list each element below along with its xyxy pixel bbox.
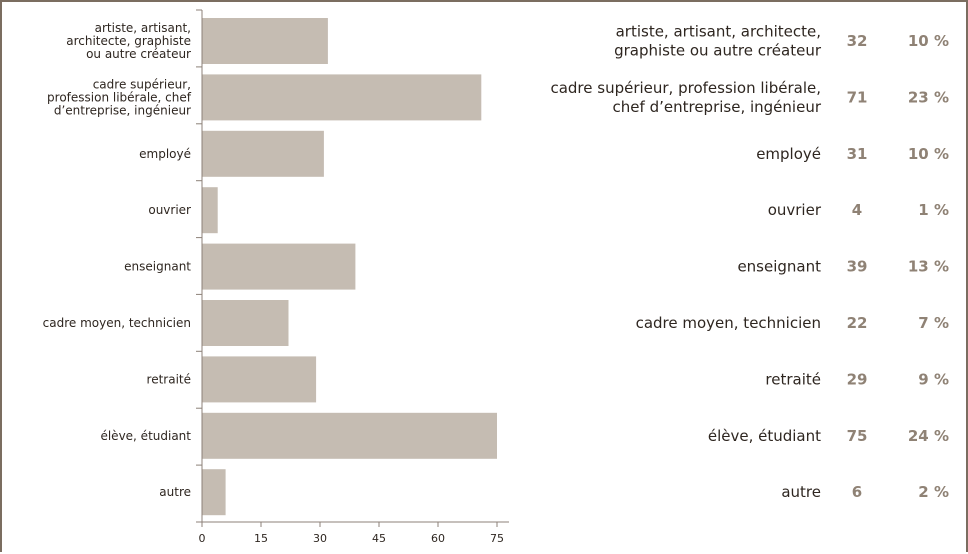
category-label: ou autre créateur bbox=[86, 47, 191, 61]
category-label: employé bbox=[139, 147, 191, 161]
table-category-label: graphiste ou autre créateur bbox=[614, 42, 822, 60]
bar-6 bbox=[202, 356, 317, 403]
category-label: élève, étudiant bbox=[100, 429, 191, 443]
bar-4 bbox=[202, 243, 356, 290]
bar-5 bbox=[202, 300, 289, 346]
bar-8 bbox=[202, 469, 226, 516]
category-label: cadre supérieur, bbox=[93, 77, 191, 91]
table-count: 22 bbox=[847, 314, 868, 332]
table-percentage: 13 % bbox=[908, 258, 949, 276]
table-category-label: artiste, artisant, architecte, bbox=[616, 23, 821, 41]
x-tick-label: 15 bbox=[254, 532, 268, 545]
table-category-label: employé bbox=[756, 145, 821, 163]
table-category-label: cadre supérieur, profession libérale, bbox=[550, 79, 821, 97]
table-percentage: 24 % bbox=[908, 427, 949, 445]
category-label: enseignant bbox=[124, 260, 191, 274]
table-category-label: ouvrier bbox=[768, 201, 822, 219]
x-tick-label: 0 bbox=[199, 532, 206, 545]
x-tick-label: 75 bbox=[490, 532, 504, 545]
category-label: ouvrier bbox=[148, 203, 191, 217]
x-tick-label: 60 bbox=[431, 532, 445, 545]
table-count: 32 bbox=[847, 32, 868, 50]
table-category-label: autre bbox=[781, 483, 821, 501]
bar-3 bbox=[202, 187, 218, 234]
category-label: architecte, graphiste bbox=[66, 34, 191, 48]
category-label: cadre moyen, technicien bbox=[43, 316, 191, 330]
category-label: retraité bbox=[147, 372, 191, 386]
bar-0 bbox=[202, 18, 328, 64]
table-percentage: 9 % bbox=[918, 370, 949, 388]
table-percentage: 23 % bbox=[908, 88, 949, 106]
table-category-label: retraité bbox=[765, 370, 821, 388]
x-tick-label: 45 bbox=[372, 532, 386, 545]
category-label: artiste, artisant, bbox=[95, 21, 191, 35]
table-count: 4 bbox=[852, 201, 862, 219]
bar-1 bbox=[202, 74, 482, 121]
table-count: 75 bbox=[847, 427, 868, 445]
table-count: 71 bbox=[847, 88, 868, 106]
table-category-label: cadre moyen, technicien bbox=[636, 314, 821, 332]
bar-2 bbox=[202, 130, 324, 177]
table-count: 6 bbox=[852, 483, 862, 501]
table-percentage: 1 % bbox=[918, 201, 949, 219]
table-category-label: chef d’entreprise, ingénieur bbox=[613, 98, 822, 116]
table-count: 29 bbox=[847, 370, 868, 388]
table-category-label: enseignant bbox=[737, 258, 821, 276]
table-percentage: 7 % bbox=[918, 314, 949, 332]
table-percentage: 10 % bbox=[908, 145, 949, 163]
category-label: profession libérale, chef bbox=[47, 90, 192, 104]
table-percentage: 10 % bbox=[908, 32, 949, 50]
table-count: 39 bbox=[847, 258, 868, 276]
table-count: 31 bbox=[847, 145, 868, 163]
x-tick-label: 30 bbox=[313, 532, 327, 545]
category-label: d’entreprise, ingénieur bbox=[54, 103, 191, 117]
table-category-label: élève, étudiant bbox=[708, 427, 821, 445]
table-percentage: 2 % bbox=[918, 483, 949, 501]
bar-7 bbox=[202, 412, 497, 459]
category-label: autre bbox=[159, 485, 191, 499]
